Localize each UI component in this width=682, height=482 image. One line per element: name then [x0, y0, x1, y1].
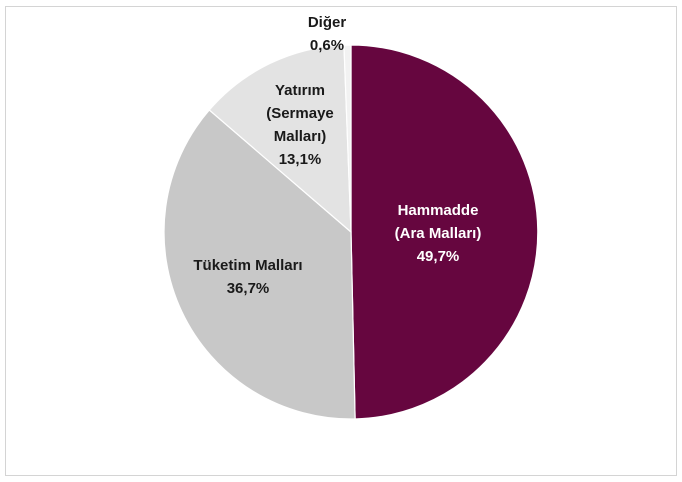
slice-percent-label: 36,7%	[227, 280, 270, 297]
slice-label-1: Tüketim Malları 36,7%	[193, 257, 302, 297]
slice-label-0: Hammadde (Ara Malları) 49,7%	[395, 202, 482, 265]
slice-label-3: Diğer 0,6%	[308, 14, 347, 54]
pie-slice-2	[208, 44, 352, 234]
slice-name-line: (Ara Malları)	[395, 225, 482, 242]
pie-slice-3	[343, 44, 352, 233]
pie-slices	[163, 44, 539, 420]
slice-percent-label: 0,6%	[310, 37, 344, 54]
slice-name-line: Tüketim Malları	[193, 257, 302, 274]
pie-slice-1	[163, 109, 356, 420]
slice-name-line: Diğer	[308, 14, 347, 31]
slice-percent-label: 13,1%	[279, 151, 322, 168]
slice-percent-label: 49,7%	[417, 248, 460, 265]
pie-labels: Hammadde (Ara Malları) 49,7% Tüketim Mallar…	[193, 14, 481, 297]
slice-name-line: Yatırım	[275, 82, 325, 99]
pie-slice-0	[350, 44, 539, 420]
slice-name-line: (Sermaye	[266, 105, 334, 122]
slice-name-line: Malları)	[274, 128, 327, 145]
slice-label-2: Yatırım (Sermaye Malları) 13,1%	[266, 82, 334, 168]
slice-name-line: Hammadde	[398, 202, 479, 219]
